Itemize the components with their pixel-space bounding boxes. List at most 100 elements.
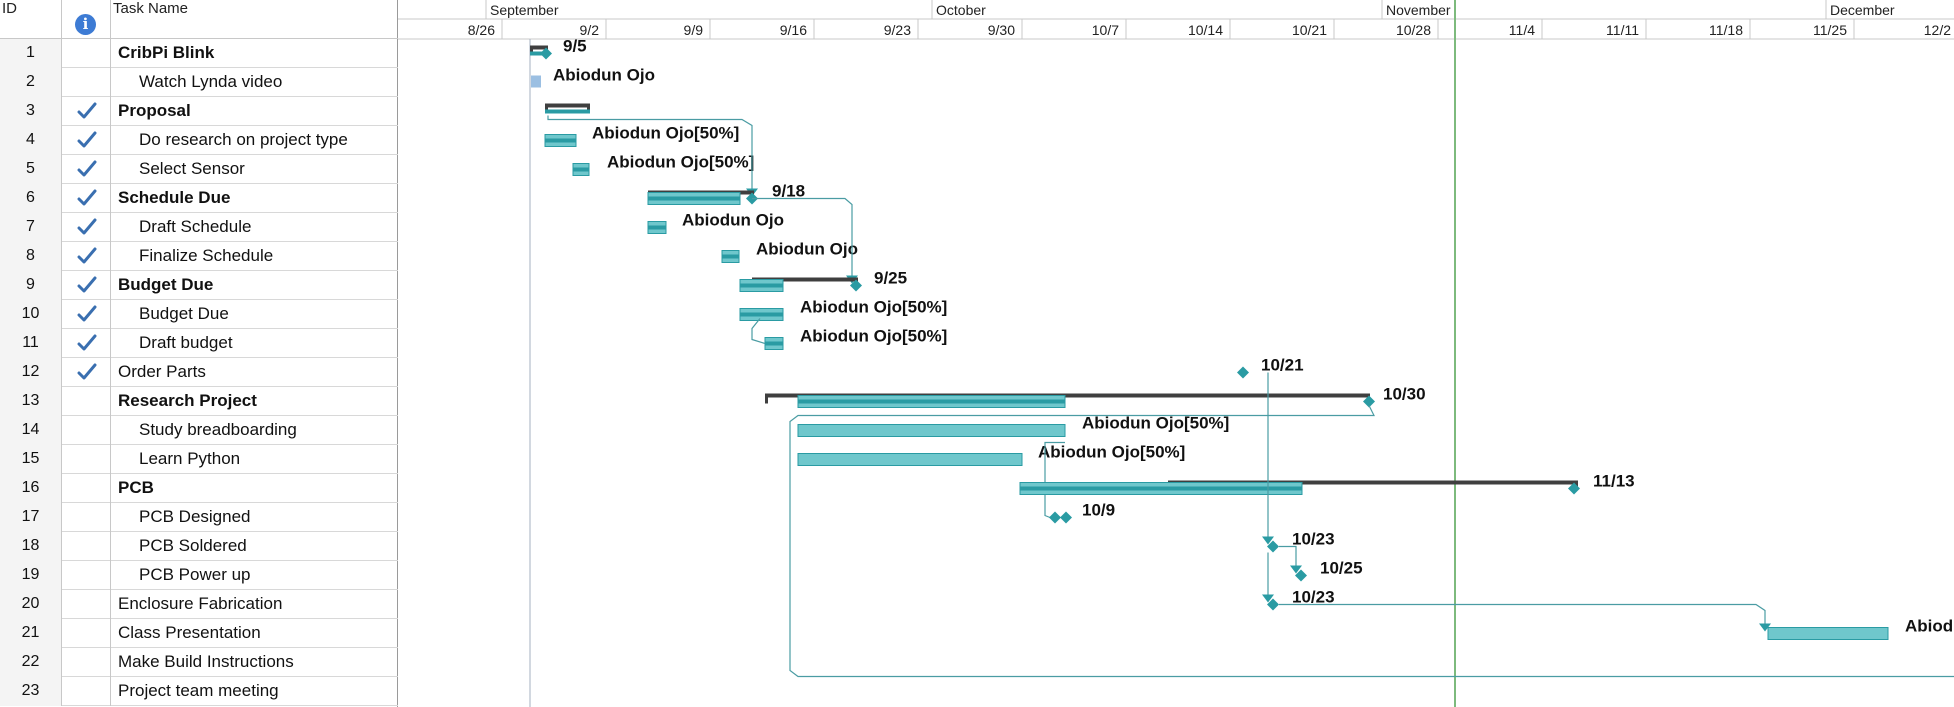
task-id-cell[interactable]: 8 bbox=[0, 242, 62, 271]
task-bar-learn-python[interactable] bbox=[797, 453, 1023, 466]
task-row[interactable]: 3 Proposal bbox=[0, 97, 398, 126]
task-row[interactable]: 16 PCB bbox=[0, 474, 398, 503]
task-name-cell[interactable]: Budget Due bbox=[139, 304, 229, 323]
task-row[interactable]: 23 Project team meeting bbox=[0, 677, 398, 706]
completed-check-icon bbox=[77, 247, 97, 264]
bar-label: Abiodun Ojo bbox=[553, 66, 655, 85]
timescale-week-label: 10/21 bbox=[1292, 22, 1327, 38]
task-id-cell[interactable]: 13 bbox=[0, 387, 62, 416]
task-id-cell[interactable]: 16 bbox=[0, 474, 62, 503]
column-header-task-name[interactable]: Task Name bbox=[111, 0, 398, 39]
task-name-cell[interactable]: Select Sensor bbox=[139, 159, 245, 178]
task-name-cell[interactable]: Schedule Due bbox=[118, 188, 231, 207]
task-row[interactable]: 21 Class Presentation bbox=[0, 619, 398, 648]
task-name-cell[interactable]: Class Presentation bbox=[118, 623, 261, 642]
milestone-cribpi-blink[interactable] bbox=[540, 47, 552, 60]
task-bar-class-presentation[interactable] bbox=[1767, 627, 1889, 640]
task-row[interactable]: 19 PCB Power up bbox=[0, 561, 398, 590]
milestone-pcb-soldered[interactable] bbox=[1267, 540, 1279, 553]
task-row[interactable]: 6 Schedule Due bbox=[0, 184, 398, 213]
task-name-cell[interactable]: Make Build Instructions bbox=[118, 652, 294, 671]
task-id-cell[interactable]: 10 bbox=[0, 300, 62, 329]
task-name-cell[interactable]: Draft budget bbox=[139, 333, 233, 352]
task-row[interactable]: 14 Study breadboarding bbox=[0, 416, 398, 445]
task-name-cell[interactable]: Research Project bbox=[118, 391, 257, 410]
milestone-pcb-designed-end[interactable] bbox=[1060, 511, 1072, 524]
task-id-cell[interactable]: 14 bbox=[0, 416, 62, 445]
task-id-cell[interactable]: 20 bbox=[0, 590, 62, 619]
task-id-cell[interactable]: 4 bbox=[0, 126, 62, 155]
summary-bar-proposal[interactable] bbox=[545, 103, 590, 108]
milestone-budget-due[interactable] bbox=[850, 279, 862, 292]
task-name-cell[interactable]: Do research on project type bbox=[139, 130, 348, 149]
task-name-cell[interactable]: Study breadboarding bbox=[139, 420, 297, 439]
task-id-cell[interactable]: 2 bbox=[0, 68, 62, 97]
summary-bar-pcb[interactable] bbox=[1168, 480, 1578, 485]
task-name-cell[interactable]: Proposal bbox=[118, 101, 191, 120]
task-id-cell[interactable]: 11 bbox=[0, 329, 62, 358]
column-header-id[interactable]: ID bbox=[0, 0, 62, 39]
task-id-cell[interactable]: 6 bbox=[0, 184, 62, 213]
task-row[interactable]: 15 Learn Python bbox=[0, 445, 398, 474]
task-name-cell[interactable]: Project team meeting bbox=[118, 681, 279, 700]
task-name-cell[interactable]: Enclosure Fabrication bbox=[118, 594, 283, 613]
milestone-research-project[interactable] bbox=[1363, 395, 1375, 408]
task-row[interactable]: 22 Make Build Instructions bbox=[0, 648, 398, 677]
task-id-cell[interactable]: 21 bbox=[0, 619, 62, 648]
task-id-cell[interactable]: 7 bbox=[0, 213, 62, 242]
task-id-cell[interactable]: 15 bbox=[0, 445, 62, 474]
column-header-indicators[interactable]: i bbox=[62, 0, 111, 39]
task-name-cell[interactable]: Learn Python bbox=[139, 449, 241, 468]
progress-bar bbox=[573, 167, 589, 172]
task-row[interactable]: 17 PCB Designed bbox=[0, 503, 398, 532]
task-id-cell[interactable]: 18 bbox=[0, 532, 62, 561]
task-row[interactable]: 7 Draft Schedule bbox=[0, 213, 398, 242]
task-name-cell[interactable]: Watch Lynda video bbox=[139, 72, 283, 91]
task-row[interactable]: 18 PCB Soldered bbox=[0, 532, 398, 561]
task-row[interactable]: 5 Select Sensor bbox=[0, 155, 398, 184]
progress-bar bbox=[648, 225, 666, 230]
task-row[interactable]: 10 Budget Due bbox=[0, 300, 398, 329]
task-bar-watch-lynda[interactable] bbox=[531, 75, 541, 88]
timescale-week-label: 11/11 bbox=[1606, 22, 1639, 38]
task-row[interactable]: 12 Order Parts bbox=[0, 358, 398, 387]
milestone-enclosure-fabrication[interactable] bbox=[1267, 598, 1279, 611]
task-id-cell[interactable]: 23 bbox=[0, 677, 62, 706]
task-name-cell[interactable]: PCB Power up bbox=[139, 565, 251, 584]
task-row[interactable]: 9 Budget Due bbox=[0, 271, 398, 300]
task-indicator-cell bbox=[62, 126, 111, 155]
summary-bar-cribpi-blink[interactable] bbox=[530, 45, 548, 50]
task-name-cell[interactable]: PCB Soldered bbox=[139, 536, 247, 555]
task-name-cell[interactable]: PCB bbox=[118, 478, 154, 497]
task-id-cell[interactable]: 1 bbox=[0, 39, 62, 68]
bar-label: 10/21 bbox=[1261, 356, 1304, 375]
task-id-cell[interactable]: 5 bbox=[0, 155, 62, 184]
task-name-cell[interactable]: CribPi Blink bbox=[118, 43, 215, 62]
task-row[interactable]: 4 Do research on project type bbox=[0, 126, 398, 155]
task-row[interactable]: 2 Watch Lynda video bbox=[0, 68, 398, 97]
task-bar-study-breadboarding[interactable] bbox=[797, 424, 1066, 437]
task-row[interactable]: 13 Research Project bbox=[0, 387, 398, 416]
task-name-cell[interactable]: PCB Designed bbox=[139, 507, 251, 526]
task-row[interactable]: 20 Enclosure Fabrication bbox=[0, 590, 398, 619]
task-row[interactable]: 1 CribPi Blink bbox=[0, 39, 398, 68]
timescale-week-label: 11/25 bbox=[1813, 22, 1847, 38]
task-id-cell[interactable]: 9 bbox=[0, 271, 62, 300]
task-name-cell[interactable]: Finalize Schedule bbox=[139, 246, 274, 265]
milestone-pcb[interactable] bbox=[1568, 482, 1580, 495]
task-name-cell[interactable]: Order Parts bbox=[118, 362, 206, 381]
task-name-cell[interactable]: Draft Schedule bbox=[139, 217, 252, 236]
task-name-cell[interactable]: Budget Due bbox=[118, 275, 214, 294]
task-row[interactable]: 8 Finalize Schedule bbox=[0, 242, 398, 271]
milestone-pcb-power-up[interactable] bbox=[1295, 569, 1307, 582]
task-id-cell[interactable]: 22 bbox=[0, 648, 62, 677]
task-id-cell[interactable]: 3 bbox=[0, 97, 62, 126]
task-row[interactable]: 11 Draft budget bbox=[0, 329, 398, 358]
task-id-cell[interactable]: 17 bbox=[0, 503, 62, 532]
summary-bar-research-project[interactable] bbox=[765, 393, 1370, 398]
summary-bar-budget-due[interactable] bbox=[752, 277, 858, 282]
milestone-pcb-designed[interactable] bbox=[1049, 511, 1061, 524]
task-id-cell[interactable]: 12 bbox=[0, 358, 62, 387]
milestone-order-parts[interactable] bbox=[1237, 366, 1249, 379]
task-id-cell[interactable]: 19 bbox=[0, 561, 62, 590]
